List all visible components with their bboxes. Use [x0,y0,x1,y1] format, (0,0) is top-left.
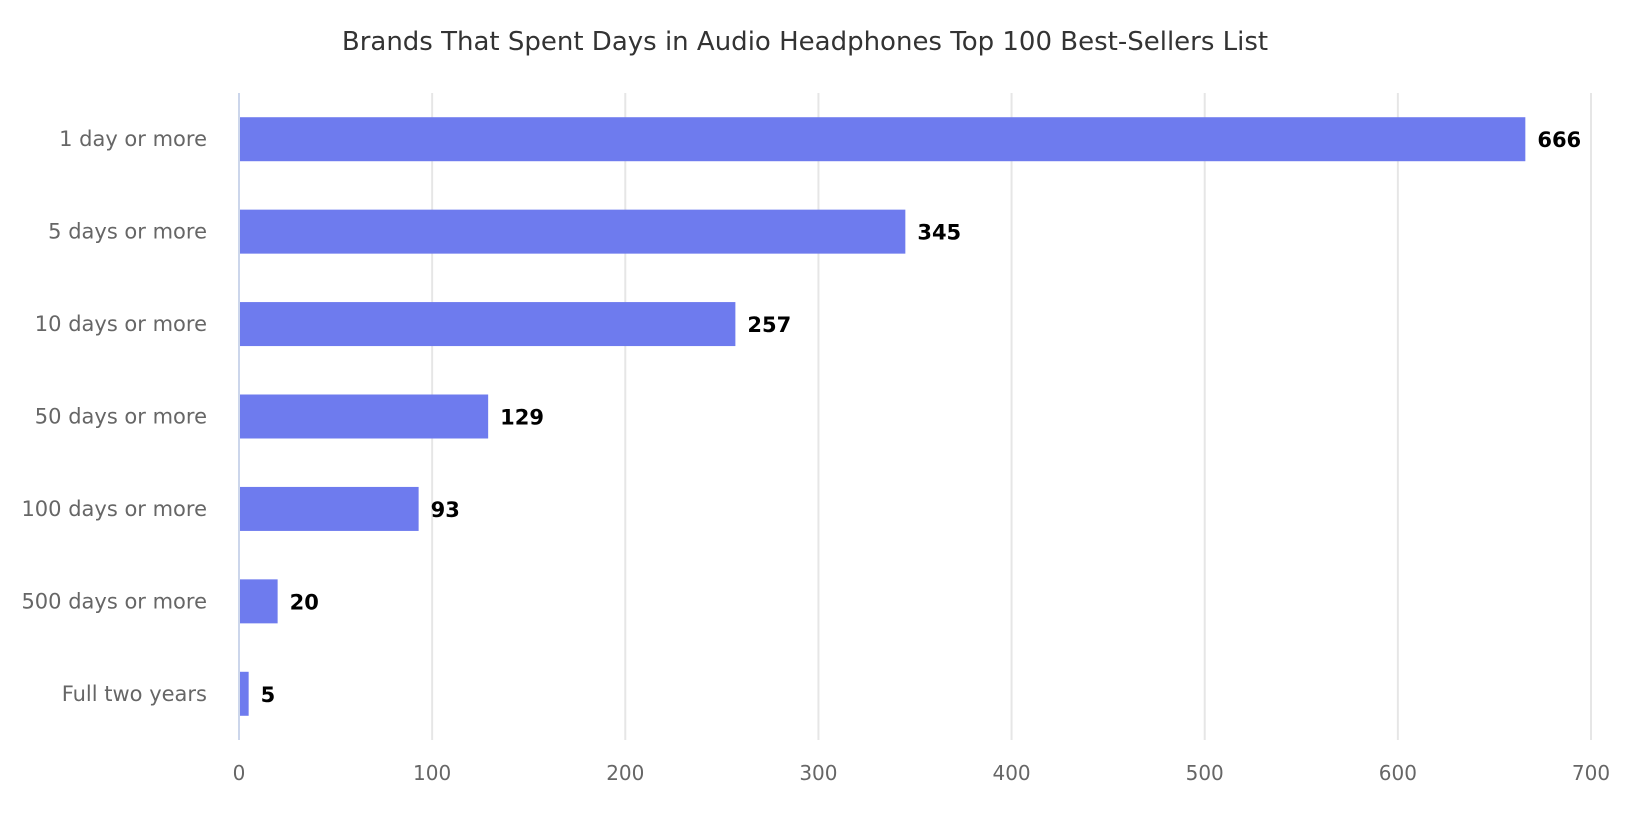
bar-6 [239,579,278,624]
category-label-5: 100 days or more [21,497,207,521]
x-tick-label-600: 600 [1379,761,1417,785]
bars [239,117,1526,716]
data-label-5: 93 [431,498,460,522]
category-label-1: 1 day or more [59,127,207,151]
bar-5 [239,486,419,531]
bar-2 [239,209,906,254]
category-label-3: 10 days or more [35,312,207,336]
data-label-4: 129 [500,406,544,430]
data-label-1: 666 [1537,128,1581,152]
x-tick-label-400: 400 [992,761,1030,785]
gridlines [431,93,1592,740]
x-tick-label-100: 100 [413,761,451,785]
data-label-2: 345 [917,221,961,245]
category-labels: 1 day or more 5 days or more 10 days or mo… [21,127,207,706]
bar-3 [239,302,736,347]
x-tick-label-500: 500 [1186,761,1224,785]
data-label-7: 5 [261,683,276,707]
x-tick-label-300: 300 [799,761,837,785]
bar-7 [239,671,249,716]
category-label-6: 500 days or more [21,589,207,613]
data-labels: 666 345 257 129 93 20 5 [261,128,1582,707]
category-label-7: Full two years [62,682,207,706]
chart-title: Brands That Spent Days in Audio Headphon… [342,27,1268,57]
data-label-6: 20 [290,590,319,614]
bar-1 [239,117,1526,162]
category-label-4: 50 days or more [35,405,207,429]
bar-4 [239,394,489,439]
x-tick-label-200: 200 [606,761,644,785]
category-label-2: 5 days or more [48,220,207,244]
x-tick-label-0: 0 [233,761,246,785]
x-axis-tick-labels: 0 100 200 300 400 500 600 700 [233,761,1610,785]
x-tick-label-700: 700 [1572,761,1610,785]
data-label-3: 257 [747,313,791,337]
